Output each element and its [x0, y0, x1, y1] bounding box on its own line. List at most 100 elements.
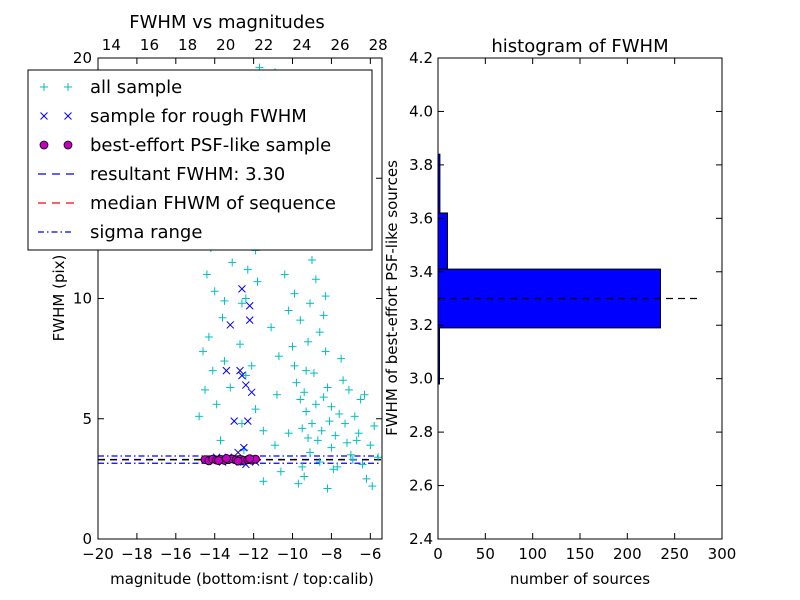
all-sample-point — [296, 316, 305, 325]
y-tick-label: 20 — [73, 49, 92, 67]
legend-item: median FHWM of sequence — [38, 193, 336, 214]
x-tick-label: 300 — [708, 545, 737, 563]
top-x-tick-label: 28 — [369, 36, 388, 54]
rough-fwhm-point — [238, 285, 246, 293]
all-sample-point — [374, 453, 382, 462]
x-tick-label: 100 — [518, 545, 547, 563]
histogram-bar — [437, 212, 448, 270]
x-tick-label: −10 — [277, 545, 309, 563]
legend-item: best-effort PSF-like sample — [39, 135, 331, 156]
all-sample-point — [319, 311, 328, 320]
y-tick-label: 3.2 — [409, 316, 433, 334]
rough-fwhm-point — [230, 417, 239, 426]
rough-fwhm-point — [240, 443, 248, 452]
all-sample-point — [236, 340, 244, 349]
all-sample-point — [290, 289, 299, 298]
all-sample-point — [218, 313, 227, 322]
rough-fwhm-point — [238, 371, 246, 380]
x-tick-label: −16 — [160, 545, 192, 563]
y-tick-label: 3.6 — [409, 209, 433, 227]
x-tick-label: 200 — [613, 545, 642, 563]
all-sample-point — [267, 323, 276, 332]
x-tick-label: −6 — [359, 545, 381, 563]
all-sample-point — [195, 412, 204, 421]
all-sample-point — [342, 438, 351, 447]
fwhm-histogram-chart: histogram of FWHM 0 50 100 150 200 250 300 2.4… — [383, 36, 736, 588]
all-sample-point — [333, 462, 342, 471]
all-sample-point — [356, 395, 365, 404]
x-tick-label: −8 — [320, 545, 342, 563]
all-sample-point — [272, 390, 281, 399]
all-sample-point — [210, 287, 219, 296]
all-sample-point — [307, 256, 316, 265]
top-x-tick-label: 20 — [216, 36, 235, 54]
top-x-tick-label: 16 — [140, 36, 159, 54]
all-sample-point — [304, 433, 313, 442]
left-chart-title: FWHM vs magnitudes — [129, 12, 324, 33]
rough-fwhm-point — [245, 316, 254, 324]
rough-fwhm-point — [243, 417, 252, 426]
legend-marker — [64, 83, 72, 91]
x-tick-label: 250 — [660, 545, 689, 563]
right-y-axis-label: FWHM of best-effort PSF-like sources — [383, 160, 401, 436]
all-sample-point — [259, 477, 268, 486]
all-sample-point — [325, 417, 334, 426]
legend-marker — [40, 83, 48, 91]
all-sample-point — [307, 419, 316, 428]
rough-fwhm-point — [226, 321, 235, 329]
y-tick-label: 2.4 — [409, 530, 433, 548]
all-sample-point — [311, 275, 320, 284]
all-sample-point — [352, 436, 361, 445]
all-sample-point — [337, 354, 346, 363]
right-y-axis: 2.4 2.6 2.8 3.0 3.2 3.4 3.6 3.8 4.0 4.2 — [409, 49, 722, 548]
left-y-axis-label: FWHM (pix) — [50, 255, 68, 342]
all-sample-point — [284, 306, 293, 315]
all-sample-point — [241, 371, 250, 380]
all-sample-point — [199, 347, 208, 356]
all-sample-point — [306, 299, 315, 308]
y-tick-label: 2.8 — [409, 423, 433, 441]
legend-item: all sample — [40, 77, 182, 98]
legend-label: sample for rough FWHM — [90, 106, 307, 127]
all-sample-point — [243, 265, 252, 274]
legend-marker — [40, 112, 48, 120]
all-sample-point — [323, 484, 332, 493]
all-sample-point — [306, 448, 315, 457]
all-sample-point — [304, 337, 313, 346]
all-sample-point — [354, 429, 363, 438]
all-sample-point — [368, 482, 377, 491]
legend-item: sample for rough FWHM — [40, 106, 307, 127]
all-sample-point — [292, 378, 301, 387]
legend-label: resultant FWHM: 3.30 — [90, 164, 285, 185]
all-sample-point — [237, 419, 246, 428]
y-tick-label: 0 — [82, 530, 92, 548]
all-sample-point — [259, 426, 268, 435]
all-sample-point — [284, 429, 293, 438]
top-x-tick-label: 18 — [178, 36, 197, 54]
psf-like-point — [221, 454, 231, 463]
all-sample-point — [321, 347, 330, 356]
y-tick-label: 10 — [73, 290, 92, 308]
all-sample-point — [247, 361, 256, 370]
psf-like-point — [233, 456, 243, 466]
all-sample-point — [280, 270, 289, 279]
y-tick-label: 2.6 — [409, 477, 433, 495]
rough-fwhm-point — [245, 301, 254, 310]
all-sample-point — [202, 270, 211, 279]
all-sample-point — [313, 436, 322, 445]
top-x-tick-label: 24 — [292, 36, 311, 54]
psf-like-point — [245, 454, 255, 464]
legend: all sample sample for rough FWHM best-effo… — [27, 69, 373, 251]
all-sample-point — [302, 407, 311, 416]
all-sample-point — [220, 296, 229, 305]
y-tick-label: 3.8 — [409, 156, 433, 174]
all-sample-point — [348, 455, 357, 464]
all-sample-point — [274, 352, 283, 361]
y-tick-label: 3.0 — [409, 370, 433, 388]
x-tick-label: −18 — [121, 545, 153, 563]
right-x-axis: 0 50 100 150 200 250 300 — [433, 58, 736, 563]
y-tick-label: 5 — [82, 410, 92, 428]
rough-fwhm-point — [241, 381, 250, 389]
x-tick-label: −20 — [82, 545, 114, 563]
